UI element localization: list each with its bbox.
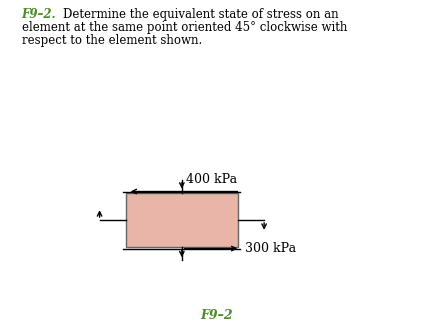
Text: element at the same point oriented 45° clockwise with: element at the same point oriented 45° c…: [22, 21, 347, 34]
Bar: [126, 192, 238, 248]
Text: Determine the equivalent state of stress on an: Determine the equivalent state of stress…: [63, 8, 339, 21]
Text: 400 kPa: 400 kPa: [186, 173, 237, 186]
Text: respect to the element shown.: respect to the element shown.: [22, 34, 202, 47]
Text: 300 kPa: 300 kPa: [245, 242, 296, 255]
Text: F9–2: F9–2: [200, 309, 233, 322]
Text: F9–2.: F9–2.: [22, 8, 56, 21]
